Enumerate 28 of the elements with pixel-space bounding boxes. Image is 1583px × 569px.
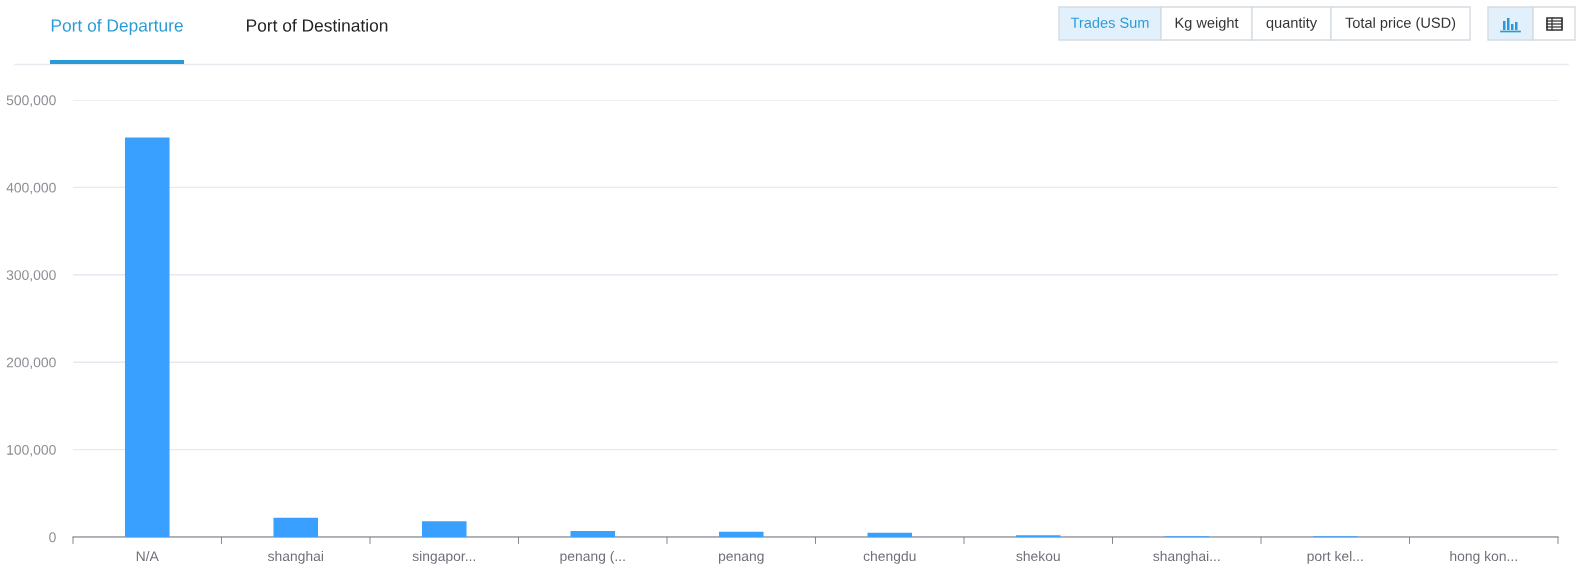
- text: quantity: [1266, 17, 1318, 31]
- x-tick-label: N/A: [136, 550, 159, 562]
- x-tick-label: shekou: [1016, 550, 1060, 562]
- x-tick-label: port kel...: [1307, 550, 1363, 564]
- y-tick-label: 0: [49, 532, 56, 543]
- text: Port of Departure: [51, 18, 183, 36]
- text: Port of Destination: [247, 18, 388, 32]
- text: Total price (USD): [1345, 17, 1456, 31]
- y-tick-label: 200,000: [6, 357, 56, 370]
- bar: [124, 137, 170, 537]
- bar: [273, 517, 319, 537]
- text: Trades Sum: [1070, 17, 1149, 28]
- bar: [421, 521, 467, 537]
- x-tick-label: chengdu: [863, 550, 916, 564]
- bar: [570, 530, 616, 537]
- y-tick-label: 300,000: [6, 270, 56, 282]
- x-tick-label: penang: [718, 553, 764, 564]
- y-tick-label: 100,000: [7, 444, 56, 457]
- x-tick-label: hong kon...: [1450, 550, 1517, 564]
- x-tick-label: singapor...: [412, 550, 476, 564]
- bar: [718, 531, 764, 537]
- y-tick-label: 400,000: [6, 182, 56, 195]
- y-tick-label: 500,000: [6, 95, 56, 107]
- bar: [867, 532, 913, 537]
- x-tick-label: shanghai...: [1153, 550, 1220, 564]
- text: Kg weight: [1175, 17, 1239, 31]
- x-tick-label: shanghai: [267, 550, 324, 564]
- x-tick-label: penang (...: [560, 550, 625, 564]
